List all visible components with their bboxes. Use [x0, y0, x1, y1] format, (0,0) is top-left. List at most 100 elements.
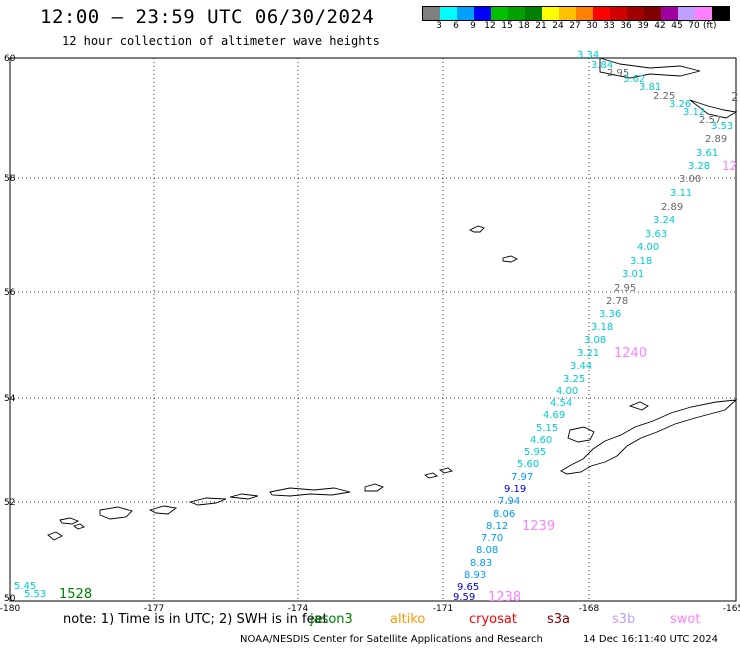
- latitude-tick-label: 52: [4, 498, 15, 508]
- swh-label: 2.95: [607, 68, 629, 79]
- swh-label: 3.18: [591, 322, 613, 333]
- swh-label: 5.45: [14, 581, 36, 592]
- swh-label: 3.84: [591, 60, 613, 71]
- swh-label: 4.60: [530, 435, 552, 446]
- legend-swatch: [695, 7, 712, 20]
- swh-label: 7.70: [481, 533, 503, 544]
- swh-label: 4.00: [556, 386, 578, 397]
- swh-label: 2.95: [614, 283, 636, 294]
- legend-tick-label: 42: [654, 21, 666, 31]
- legend-swatch: [457, 7, 474, 20]
- legend-tick-label: 6: [453, 21, 459, 31]
- swh-label: 7.97: [511, 472, 533, 483]
- swh-label: 8.93: [464, 570, 486, 581]
- swh-label: 4.54: [550, 398, 572, 409]
- swh-label: 4.69: [543, 410, 565, 421]
- latitude-tick-label: 58: [4, 174, 16, 184]
- swh-label: 2.78: [606, 296, 628, 307]
- swh-label: 3.08: [584, 335, 606, 346]
- graticule: [10, 58, 736, 601]
- mission-label: s3b: [612, 612, 636, 627]
- map-subtitle: 12 hour collection of altimeter wave hei…: [62, 34, 380, 48]
- legend-swatch: [644, 7, 661, 20]
- legend-swatch: [712, 7, 729, 20]
- note-text: note: 1) Time is in UTC; 2) SWH is in fe…: [63, 612, 328, 627]
- latitude-tick-label: 56: [4, 288, 16, 298]
- swh-label: 3.01: [622, 269, 644, 280]
- pass-number-label: 1239: [522, 519, 555, 534]
- swh-label: 3.26: [669, 99, 691, 110]
- pass-number-label: 1528: [59, 587, 92, 602]
- longitude-tick-label: -168: [579, 604, 600, 614]
- swh-label: 3.36: [599, 309, 621, 320]
- swh-label: 2.25: [653, 91, 675, 102]
- swh-label: 3.44: [570, 361, 592, 372]
- pass-labels: 1240 1239 1238 1528 12 2: [59, 90, 739, 605]
- latitude-tick-label: 50: [4, 594, 16, 604]
- swh-label: 3.25: [563, 374, 585, 385]
- swh-label: 8.06: [493, 509, 515, 520]
- legend-swatch: [474, 7, 491, 20]
- swh-label: 3.81: [639, 82, 661, 93]
- legend-swatch: [610, 7, 627, 20]
- legend-swatch: [678, 7, 695, 20]
- legend-swatch: [661, 7, 678, 20]
- latitude-tick-label: 60: [4, 54, 16, 64]
- swh-label: 8.12: [486, 521, 508, 532]
- pass-number-label: 12: [722, 159, 737, 173]
- legend-swatch: [423, 7, 440, 20]
- axis-labels: -180 -177 -174 -171 -168 -165 60 58 56 54 52 50: [0, 54, 740, 614]
- legend-unit: (ft): [703, 21, 717, 31]
- legend-swatch: [627, 7, 644, 20]
- legend-tick-label: 33: [603, 21, 615, 31]
- swh-label: 5.15: [536, 423, 558, 434]
- legend-tick-label: 3: [436, 21, 442, 31]
- swh-label: 3.53: [711, 121, 733, 132]
- map-title: 12:00 – 23:59 UTC 06/30/2024: [40, 6, 375, 28]
- swh-label: 3.00: [679, 174, 701, 185]
- swh-label: 2.57: [699, 115, 721, 126]
- legend-tick-label: 36: [620, 21, 632, 31]
- swh-label: 3.34: [577, 50, 599, 61]
- longitude-tick-label: -177: [144, 604, 164, 614]
- longitude-tick-label: -171: [433, 604, 453, 614]
- legend-tick-label: 21: [535, 21, 547, 31]
- legend-tick-label: 9: [470, 21, 476, 31]
- swh-label: 7.94: [498, 496, 520, 507]
- legend-swatch: [576, 7, 593, 20]
- longitude-tick-label: -174: [288, 604, 309, 614]
- swh-label: 3.24: [653, 215, 675, 226]
- legend-tick-label: 24: [552, 21, 564, 31]
- pass-number-label: 1240: [614, 346, 647, 361]
- swh-label: 3.61: [696, 148, 718, 159]
- swh-label: 3.18: [630, 256, 652, 267]
- swh-label: 5.53: [24, 589, 46, 600]
- legend-tick-label: 15: [501, 21, 513, 31]
- legend-swatch: [593, 7, 610, 20]
- swh-labels: 3.343.842.953.623.812.253.263.122.573.53…: [14, 50, 733, 603]
- swh-label: 5.95: [524, 447, 546, 458]
- swh-label: 2.89: [705, 134, 727, 145]
- legend-tick-label: 45: [671, 21, 683, 31]
- legend-swatch: [440, 7, 457, 20]
- swh-label: 8.83: [470, 558, 492, 569]
- swh-label: 3.12: [683, 107, 705, 118]
- legend-tick-label: 30: [586, 21, 598, 31]
- footer-credit: NOAA/NESDIS Center for Satellite Applica…: [240, 634, 543, 645]
- legend-tick-label: 70: [688, 21, 700, 31]
- legend-tick-label: 18: [518, 21, 530, 31]
- swh-label: 3.63: [645, 229, 667, 240]
- swh-label: 3.11: [670, 188, 692, 199]
- swh-label: 3.62: [623, 74, 645, 85]
- legend-swatch: [559, 7, 576, 20]
- legend-swatch: [542, 7, 559, 20]
- pass-number-label: 2: [731, 90, 739, 104]
- latitude-tick-label: 54: [4, 394, 16, 404]
- swh-label: 4.00: [637, 242, 659, 253]
- mission-label: s3a: [547, 612, 571, 627]
- legend-tick-label: 12: [484, 21, 496, 31]
- legend-tick-label: 39: [637, 21, 649, 31]
- mission-label: jason3: [310, 612, 353, 627]
- swh-label: 8.08: [476, 545, 498, 556]
